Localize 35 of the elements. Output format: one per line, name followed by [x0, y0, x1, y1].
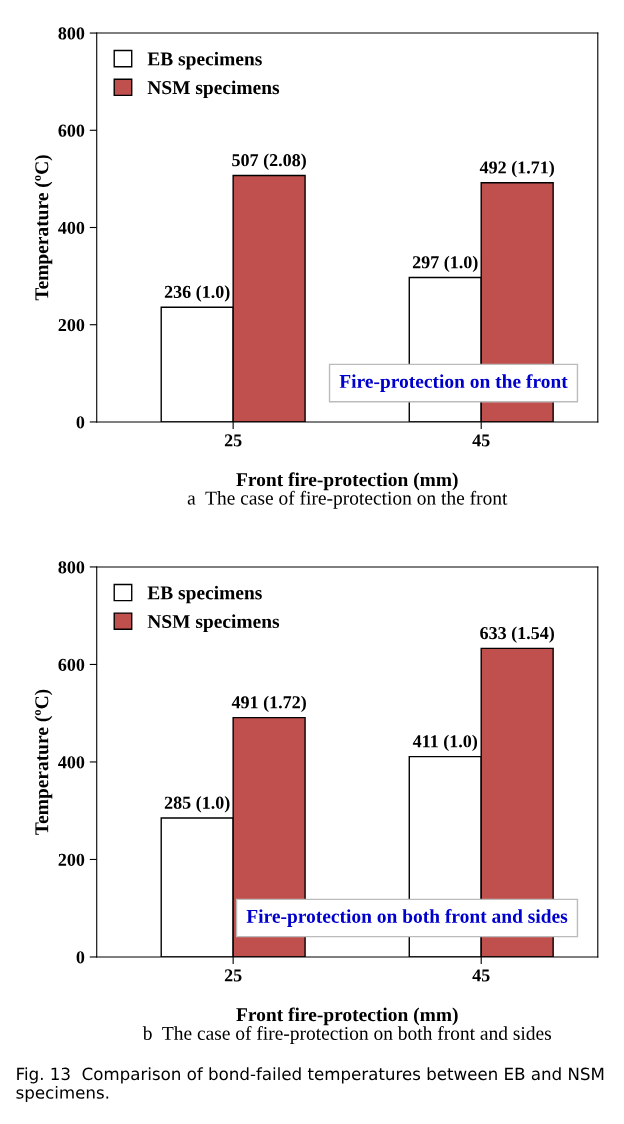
y-tick-label: 0 [76, 951, 85, 964]
text: b The case of fire-protection on both front and sides [142, 1026, 552, 1044]
data-label: 491 (1.72) [231, 695, 306, 713]
y-tick-label: 400 [58, 756, 85, 769]
data-label: 507 (2.08) [232, 153, 306, 170]
annotation: Fire-protection on both front and sides [246, 909, 568, 927]
legend-label: EB specimens [147, 51, 262, 70]
text: a The case of fire-protection on the front [187, 490, 508, 509]
x-tick-label: 45 [472, 969, 490, 982]
y-tick-label: 800 [58, 561, 85, 574]
y-tick-label: 200 [58, 318, 85, 332]
x-tick-label: 45 [472, 434, 490, 447]
y-tick-label: 400 [58, 221, 85, 234]
y-axis-title: Temperature (ºC) [34, 689, 53, 835]
y-tick-label: 600 [58, 124, 85, 137]
x-axis-title: Front fire-protection (mm) [236, 1007, 458, 1026]
y-axis-title: Temperature (ºC) [34, 155, 53, 301]
data-label: 285 (1.0) [164, 796, 230, 813]
legend-label: NSM specimens [147, 80, 280, 99]
data-label: 492 (1.71) [479, 160, 554, 178]
legend-label: NSM specimens [147, 614, 280, 633]
x-axis-title: Front fire-protection (mm) [236, 472, 458, 491]
y-tick-label: 0 [76, 416, 85, 429]
caption: Fig. 13 Comparison of bond-failed temperatures between EB and NSM specimens. [16, 1067, 604, 1103]
data-label: 297 (1.0) [412, 255, 478, 273]
data-label: 236 (1.0) [164, 285, 230, 302]
data-label: 411 (1.0) [412, 734, 478, 752]
x-tick-label: 25 [224, 434, 242, 447]
legend-label: EB specimens [147, 585, 262, 604]
y-tick-label: 600 [58, 658, 85, 671]
x-tick-label: 25 [224, 969, 242, 982]
y-tick-label: 800 [58, 27, 85, 40]
annotation: Fire-protection on the front [339, 374, 568, 392]
data-label: 633 (1.54) [480, 626, 554, 643]
y-tick-label: 200 [58, 853, 85, 866]
